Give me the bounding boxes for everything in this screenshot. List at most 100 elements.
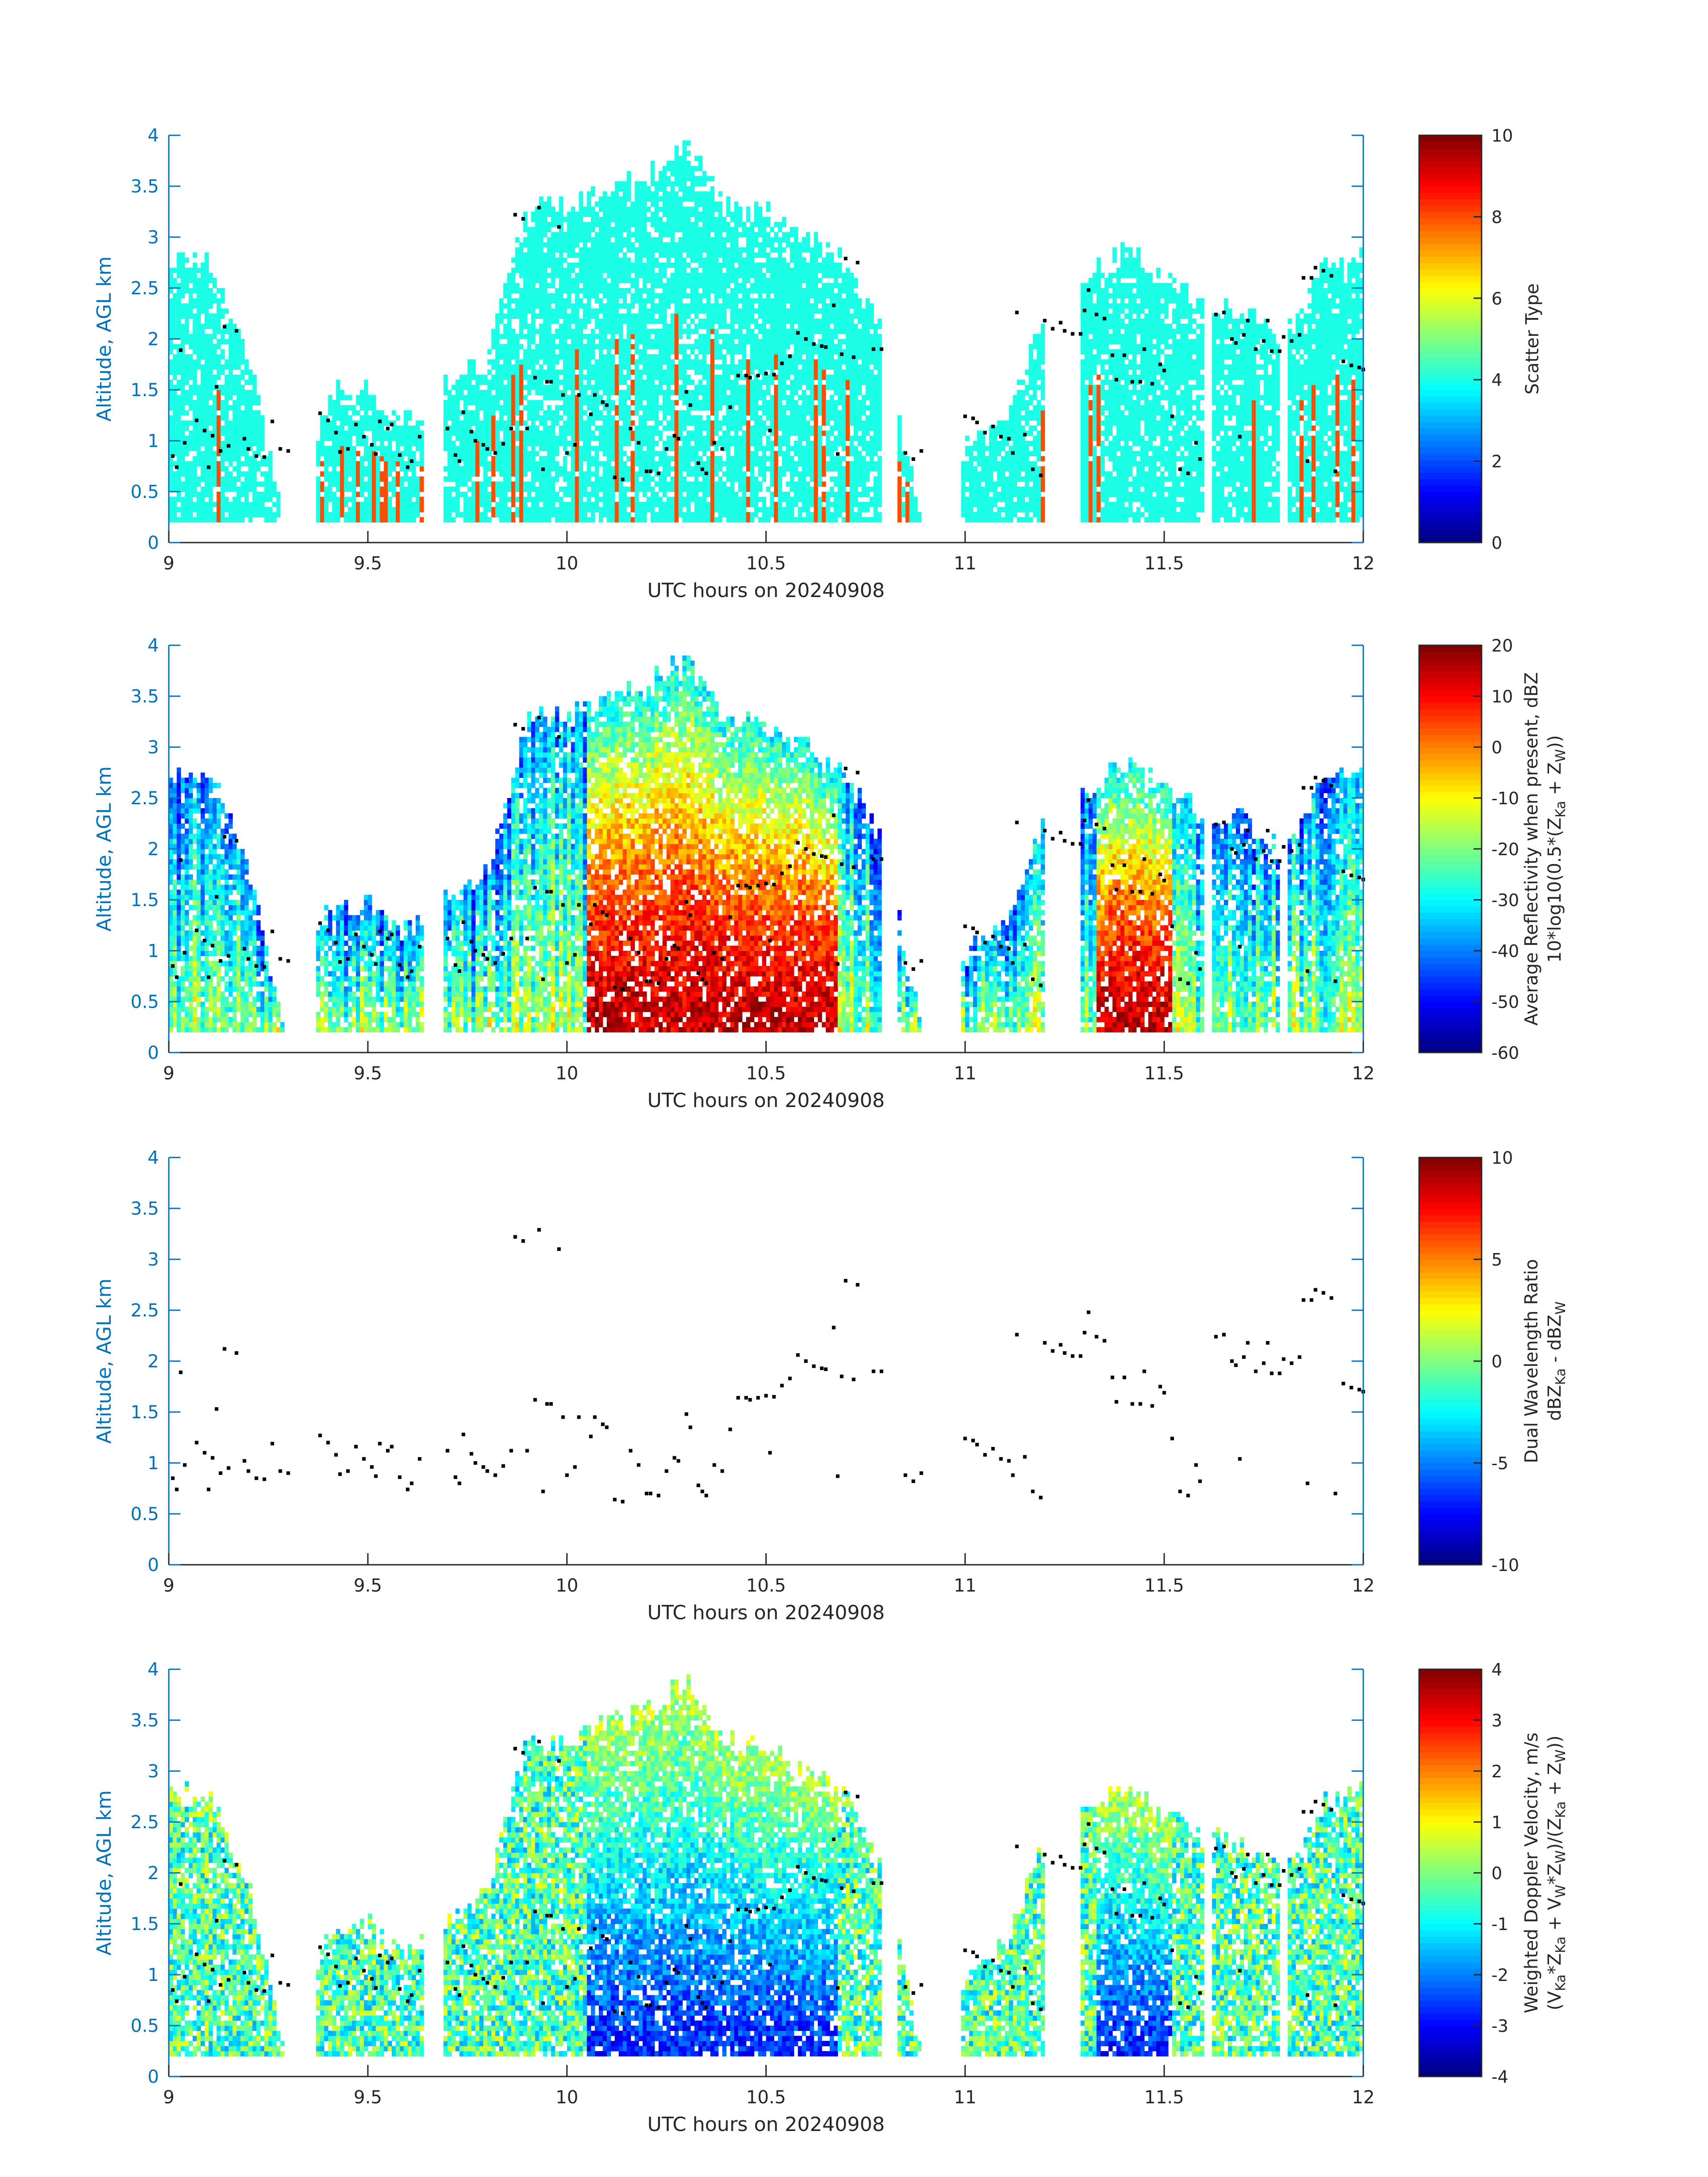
- marker-point: [565, 1473, 569, 1477]
- colorbar-tick-label: -3: [1491, 2016, 1508, 2036]
- y-tick-label: 3.5: [130, 176, 159, 197]
- y-tick-label: 0.5: [130, 2016, 159, 2036]
- marker-point: [370, 953, 374, 957]
- marker-point: [720, 1981, 724, 1985]
- marker-point: [390, 1956, 394, 1960]
- marker-point: [880, 1881, 884, 1885]
- marker-point: [872, 857, 876, 861]
- marker-point: [656, 2006, 660, 2009]
- marker-point: [748, 1398, 752, 1402]
- marker-point: [378, 419, 382, 423]
- x-tick-label: 12: [1352, 1063, 1375, 1084]
- marker-point: [1031, 2001, 1035, 2005]
- marker-point: [541, 977, 545, 981]
- marker-point: [704, 1494, 708, 1497]
- marker-point: [473, 1973, 477, 1976]
- marker-point: [1043, 829, 1047, 832]
- marker-point: [374, 962, 378, 966]
- marker-point: [1329, 1296, 1333, 1300]
- marker-point: [999, 435, 1003, 439]
- marker-point: [1071, 842, 1075, 846]
- x-tick-label: 9.5: [354, 1063, 382, 1084]
- marker-point: [963, 924, 967, 928]
- marker-point: [648, 979, 652, 983]
- x-tick-label: 11: [954, 2087, 977, 2108]
- marker-point: [1302, 1810, 1306, 1814]
- marker-point: [1086, 288, 1090, 292]
- marker-point: [839, 1375, 844, 1379]
- marker-point: [318, 1945, 322, 1949]
- marker-point: [1178, 467, 1182, 471]
- marker-point: [1186, 2006, 1190, 2009]
- marker-point: [704, 472, 708, 475]
- marker-point: [704, 2006, 708, 2009]
- marker-point: [1198, 1991, 1202, 1995]
- marker-point: [728, 1427, 732, 1431]
- marker-point: [418, 944, 422, 949]
- marker-point: [637, 1463, 641, 1467]
- marker-point: [362, 944, 366, 949]
- marker-point: [418, 1968, 422, 1972]
- marker-point: [246, 1981, 251, 1985]
- marker-point: [537, 1228, 541, 1232]
- marker-point: [501, 1976, 505, 1980]
- marker-point: [880, 347, 884, 351]
- marker-point: [561, 1927, 565, 1931]
- marker-point: [513, 1747, 517, 1751]
- marker-point: [1266, 1853, 1270, 1856]
- marker-point: [764, 372, 768, 376]
- marker-point: [832, 1325, 836, 1329]
- colorbar-tick-label: 2: [1491, 452, 1502, 472]
- marker-point: [242, 947, 246, 951]
- marker-point: [1329, 274, 1333, 278]
- marker-point: [255, 454, 259, 458]
- marker-point: [852, 1378, 856, 1381]
- plot-area: [169, 1157, 1363, 1565]
- marker-point: [1111, 863, 1115, 867]
- marker-point: [509, 1960, 513, 1964]
- x-tick-label: 10: [555, 2087, 578, 2108]
- marker-point: [446, 426, 450, 430]
- marker-point: [696, 1483, 700, 1488]
- marker-point: [370, 1977, 374, 1981]
- marker-point: [557, 1759, 561, 1763]
- marker-point: [1051, 1861, 1055, 1865]
- y-tick-label: 0: [148, 533, 159, 553]
- marker-point: [812, 1364, 816, 1368]
- marker-point: [390, 932, 394, 936]
- y-tick-label: 4: [148, 635, 159, 656]
- y-tick-label: 3.5: [130, 1710, 159, 1731]
- colorbar: -4 -3 -2 -1 0 1 2 3 4 Weighted Doppler Velocity, …: [1418, 1660, 1569, 2087]
- marker-point: [354, 422, 358, 426]
- marker-point: [736, 1908, 740, 1912]
- marker-point: [533, 1398, 537, 1402]
- marker-point: [836, 452, 839, 456]
- marker-point: [1310, 786, 1314, 790]
- marker-point: [195, 418, 199, 422]
- x-tick-label: 11.5: [1144, 1063, 1184, 1084]
- marker-point: [656, 1494, 660, 1497]
- marker-point: [1150, 382, 1154, 386]
- marker-point: [461, 1944, 465, 1948]
- marker-point: [1039, 2007, 1043, 2011]
- marker-point: [1242, 1867, 1246, 1871]
- marker-point: [1246, 829, 1250, 832]
- marker-point: [354, 1445, 358, 1449]
- marker-point: [911, 967, 915, 971]
- marker-point: [788, 864, 792, 868]
- marker-point: [561, 393, 565, 397]
- x-tick-label: 10: [555, 553, 578, 574]
- marker-point: [975, 1443, 979, 1446]
- marker-point: [689, 1937, 693, 1941]
- marker-point: [768, 1963, 772, 1967]
- marker-point: [820, 854, 824, 858]
- marker-point: [346, 1981, 350, 1985]
- marker-point: [700, 2001, 704, 2005]
- marker-point: [481, 953, 485, 957]
- y-tick-label: 0: [148, 2067, 159, 2087]
- marker-point: [234, 839, 238, 843]
- marker-point: [1039, 473, 1043, 477]
- x-tick-label: 11: [954, 1063, 977, 1084]
- marker-point: [195, 1441, 199, 1445]
